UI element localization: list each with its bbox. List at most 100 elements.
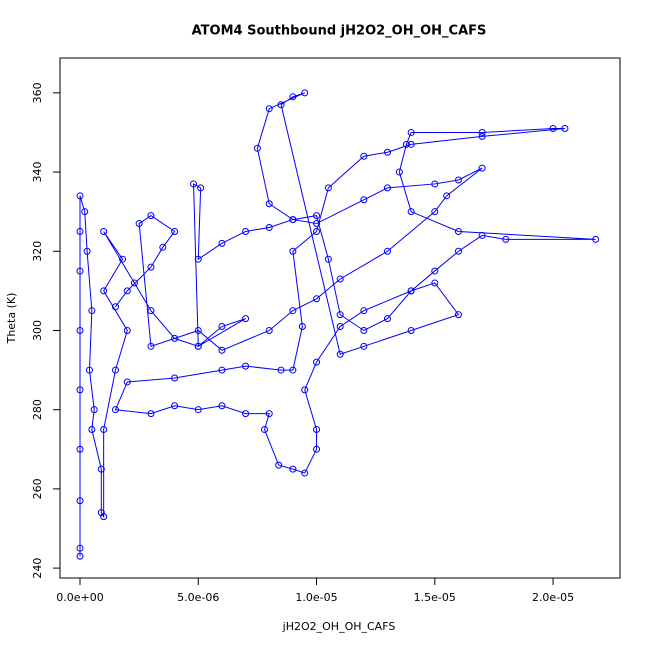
data-point bbox=[478, 231, 486, 239]
data-point bbox=[218, 346, 226, 354]
data-point bbox=[159, 243, 167, 251]
data-point bbox=[301, 386, 309, 394]
data-point bbox=[218, 366, 226, 374]
data-point bbox=[111, 303, 119, 311]
data-point bbox=[76, 326, 84, 334]
data-point bbox=[171, 227, 179, 235]
x-tick-label: 1.0e-05 bbox=[295, 591, 337, 604]
data-point bbox=[277, 101, 285, 109]
data-point bbox=[218, 323, 226, 331]
data-point bbox=[289, 465, 297, 473]
data-point bbox=[261, 425, 269, 433]
data-point bbox=[298, 323, 306, 331]
data-point bbox=[147, 263, 155, 271]
y-tick-label: 240 bbox=[31, 558, 44, 579]
data-point bbox=[443, 192, 451, 200]
data-point bbox=[242, 315, 250, 323]
data-point bbox=[76, 445, 84, 453]
data-point bbox=[147, 307, 155, 315]
data-point bbox=[97, 509, 105, 517]
data-point bbox=[289, 216, 297, 224]
data-point bbox=[289, 93, 297, 101]
data-point bbox=[242, 410, 250, 418]
data-point bbox=[360, 152, 368, 160]
data-point bbox=[289, 307, 297, 315]
data-point bbox=[111, 406, 119, 414]
data-point bbox=[454, 227, 462, 235]
data-point bbox=[431, 267, 439, 275]
data-point bbox=[90, 406, 98, 414]
data-line bbox=[79, 92, 596, 557]
data-point bbox=[197, 184, 205, 192]
data-point bbox=[147, 410, 155, 418]
x-axis-label: jH2O2_OH_OH_CAFS bbox=[282, 620, 396, 633]
data-point bbox=[123, 326, 131, 334]
data-point bbox=[111, 366, 119, 374]
data-point bbox=[431, 279, 439, 287]
data-point bbox=[407, 140, 415, 148]
data-point bbox=[76, 267, 84, 275]
chart-title: ATOM4 Southbound jH2O2_OH_OH_CAFS bbox=[192, 24, 487, 39]
data-point bbox=[123, 287, 131, 295]
data-point bbox=[313, 295, 321, 303]
data-point bbox=[194, 255, 202, 263]
data-point bbox=[100, 425, 108, 433]
x-tick-label: 0.0e+00 bbox=[56, 591, 103, 604]
data-point bbox=[360, 307, 368, 315]
data-point bbox=[171, 334, 179, 342]
data-point bbox=[301, 89, 309, 97]
data-point bbox=[100, 287, 108, 295]
x-tick-label: 2.0e-05 bbox=[532, 591, 574, 604]
data-point bbox=[383, 247, 391, 255]
data-point bbox=[407, 208, 415, 216]
data-point bbox=[454, 247, 462, 255]
data-point bbox=[147, 342, 155, 350]
data-point bbox=[313, 212, 321, 220]
data-point bbox=[360, 326, 368, 334]
data-point bbox=[383, 184, 391, 192]
data-point bbox=[85, 366, 93, 374]
data-point bbox=[478, 128, 486, 136]
data-point bbox=[265, 200, 273, 208]
data-point bbox=[265, 105, 273, 113]
data-point bbox=[88, 425, 96, 433]
data-point bbox=[100, 513, 108, 521]
data-point bbox=[454, 176, 462, 184]
data-point bbox=[194, 326, 202, 334]
data-point bbox=[395, 168, 403, 176]
data-point bbox=[76, 192, 84, 200]
y-tick-label: 260 bbox=[31, 478, 44, 499]
data-point bbox=[313, 445, 321, 453]
data-point bbox=[123, 378, 131, 386]
data-point bbox=[549, 124, 557, 132]
data-point bbox=[265, 410, 273, 418]
data-point bbox=[454, 311, 462, 319]
data-point bbox=[313, 220, 321, 228]
y-axis-label: Theta (K) bbox=[5, 293, 18, 345]
data-point bbox=[76, 386, 84, 394]
data-point bbox=[502, 235, 510, 243]
data-point bbox=[97, 465, 105, 473]
data-point bbox=[218, 402, 226, 410]
y-tick-label: 340 bbox=[31, 162, 44, 183]
y-tick-label: 300 bbox=[31, 320, 44, 341]
data-point bbox=[218, 239, 226, 247]
x-tick-label: 5.0e-06 bbox=[177, 591, 219, 604]
data-point bbox=[324, 255, 332, 263]
data-point bbox=[383, 315, 391, 323]
data-point bbox=[277, 366, 285, 374]
data-point bbox=[407, 287, 415, 295]
data-point bbox=[119, 255, 127, 263]
data-point bbox=[407, 128, 415, 136]
data-point bbox=[313, 425, 321, 433]
data-point bbox=[76, 544, 84, 552]
data-point bbox=[383, 148, 391, 156]
data-point bbox=[336, 350, 344, 358]
data-point bbox=[478, 132, 486, 140]
data-point bbox=[360, 196, 368, 204]
data-point bbox=[194, 406, 202, 414]
data-point bbox=[76, 497, 84, 505]
data-point bbox=[275, 461, 283, 469]
